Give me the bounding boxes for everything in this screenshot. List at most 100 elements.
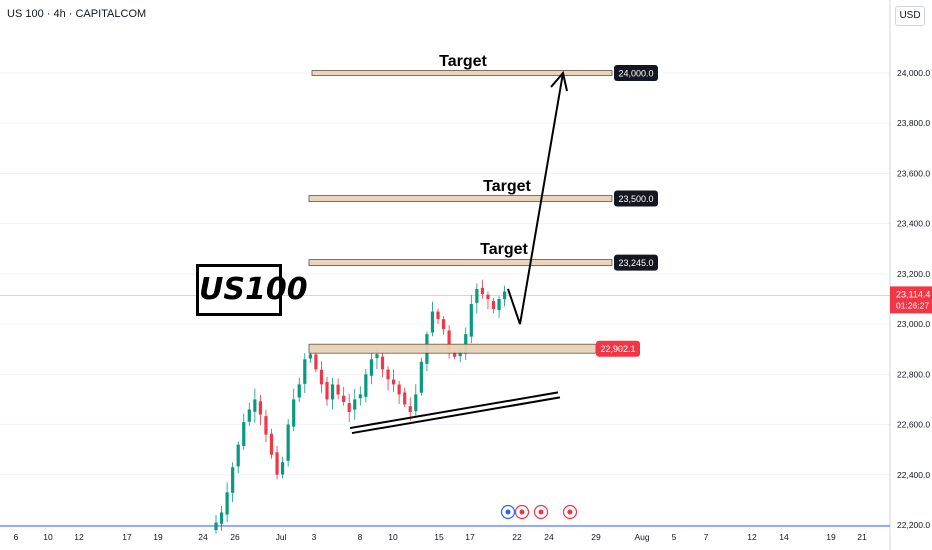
candle-body [447,330,451,350]
time-tick-label: 8 [358,532,363,542]
candle-body [453,351,457,357]
time-tick-label: 21 [857,532,867,542]
candle-body [247,409,251,422]
price-tick-label: 23,000.0 [897,319,930,329]
candle-body [458,351,462,357]
candle-body [308,354,312,359]
level-price-value: 23,245.0 [618,258,653,268]
projection-path [507,72,564,325]
candle-body [275,452,279,475]
candle-body [436,311,440,320]
level-price-value: 22,902.1 [600,344,635,354]
candle-body [292,399,296,427]
candle-body [392,379,396,385]
candle-body [231,467,235,493]
candle-body [375,354,379,359]
candle-body [219,512,224,524]
price-tick-label: 22,600.0 [897,420,930,430]
candle-body [342,395,346,402]
candle-body [497,299,501,311]
countdown-timer: 01:26:27 [896,300,929,310]
time-tick-label: 7 [704,532,709,542]
candle-body [264,416,268,435]
time-tick-label: 12 [74,532,84,542]
time-tick-label: 12 [747,532,757,542]
candle-body [364,374,368,397]
candle-body [236,444,240,467]
candle-body [486,294,490,299]
time-tick-label: Jul [276,532,287,542]
time-tick-label: 24 [198,532,208,542]
level-zone [308,259,613,266]
candle-body [386,369,390,380]
time-tick-label: 14 [779,532,789,542]
level-price-value: 23,500.0 [618,194,653,204]
candle-body [491,301,496,310]
level-price-value: 24,000.0 [618,69,653,79]
currency-button[interactable]: USD [895,6,925,26]
candle-body [253,399,257,412]
grid-lines [0,72,890,526]
candle-body [303,359,307,384]
economic-events[interactable] [500,504,578,520]
time-tick-label: 3 [312,532,317,542]
candle-body [380,356,385,370]
candle-body [325,382,329,400]
level-zone [311,70,613,76]
level-price-tag [614,65,658,81]
time-tick-label: 17 [122,532,132,542]
candle-body [336,384,340,395]
price-tick-label: 23,600.0 [897,168,930,178]
candle-body [397,384,401,395]
time-tick-label: 22 [512,532,522,542]
current-price-value: 23,114.4 [896,289,930,299]
time-tick-label: 15 [434,532,444,542]
candle-body [469,304,473,337]
candle-body [258,401,262,415]
support-trendline [349,391,559,430]
candle-body [242,422,246,446]
candle-body [286,424,290,461]
candle-body [297,384,301,398]
drawings[interactable] [0,70,890,435]
event-flag-icon-dot [567,509,573,515]
event-flag-icon-dot [538,509,544,515]
price-tick-label: 22,200.0 [897,520,930,530]
level-zone [308,195,613,202]
candle-body [414,394,418,412]
candle-body [441,319,446,330]
time-axis[interactable]: 6 10 12 17 19 24 26 Jul 3 8 10 15 17 22 24 29 Aug 5 7 12 14 1… [0,525,890,542]
candle-body [314,354,318,370]
time-tick-label: 19 [153,532,163,542]
candle-body [319,369,324,385]
event-flag-icon-dot [519,509,525,515]
price-tick-label: 23,800.0 [897,118,930,128]
level-price-tag [614,190,658,207]
time-tick-label: 6 [14,532,19,542]
symbol-label: US 100 · 4h · CAPITALCOM [7,8,147,20]
price-tick-label: 22,400.0 [897,470,930,480]
time-tick-label: 19 [826,532,836,542]
price-tick-label: 24,000.0 [897,68,930,78]
candle-body [403,392,407,405]
candle-body [330,384,335,400]
support-trendline [351,396,561,435]
candle-body [347,403,351,412]
target-zones[interactable]: 24,000.0 Target 23,500.0 Target 23,245.0 Targ… [308,53,658,357]
level-zone [308,343,597,354]
price-axis[interactable]: 22,200.0 22,400.0 22,600.0 22,800.0 23,000.0… [889,0,932,550]
price-tick-label: 23,400.0 [897,219,930,229]
arrow-head [550,70,568,92]
time-tick-label: 17 [465,532,475,542]
level-price-tag [614,254,658,271]
chart-title-box: US100 [196,264,308,316]
time-tick-label: 10 [388,532,398,542]
price-tick-label: 23,200.0 [897,269,930,279]
event-lightning-icon-dot [505,509,511,515]
candle-body [269,433,274,455]
candle-body [225,492,229,515]
current-price-tag [890,286,932,314]
candle-body [475,288,479,303]
candle-body [408,406,412,412]
